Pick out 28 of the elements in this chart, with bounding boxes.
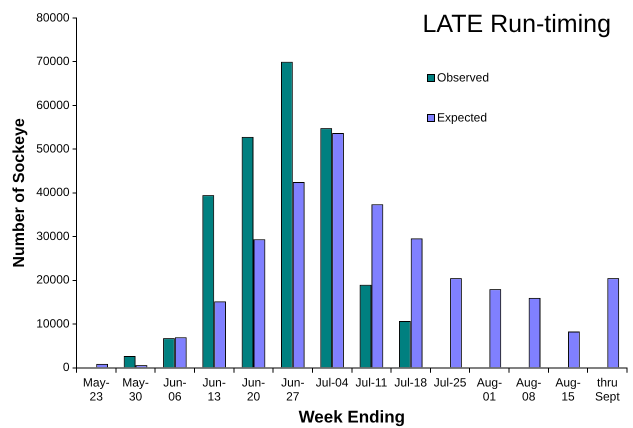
y-tick-label: 60000 — [36, 98, 70, 112]
chart-title: LATE Run-timing — [422, 10, 611, 39]
x-tick-label: Jul-11 — [356, 375, 388, 390]
y-tick-label: 0 — [62, 360, 70, 374]
y-tick-label: 80000 — [36, 10, 70, 24]
y-tick-label: 10000 — [36, 316, 70, 330]
x-tick-label: Jun-27 — [281, 375, 304, 404]
y-tick-label: 50000 — [36, 141, 70, 156]
y-tick-label: 70000 — [36, 54, 70, 68]
x-tick-label: May-23 — [82, 375, 110, 404]
x-tick-label: Jun-20 — [242, 375, 266, 404]
x-tick-label: Aug-08 — [516, 375, 542, 404]
x-tick-label: Jul-18 — [394, 375, 428, 390]
x-tick-label: May-30 — [122, 375, 149, 404]
y-tick-label: 20000 — [36, 272, 70, 287]
legend-label: Expected — [437, 110, 488, 124]
y-axis-title: Number of Sockeye — [11, 118, 28, 268]
x-axis-title: Week Ending — [298, 407, 406, 426]
y-tick-label: 40000 — [36, 185, 70, 200]
legend-label: Observed — [437, 70, 490, 84]
x-tick-label: thru Sept — [595, 375, 620, 404]
x-tick-label: Jul-04 — [316, 375, 349, 390]
x-tick-label: Aug-01 — [476, 375, 502, 404]
x-tick-label: Aug-15 — [555, 375, 581, 404]
x-tick-label: Jul-25 — [434, 375, 467, 390]
y-tick-label: 30000 — [36, 228, 70, 243]
x-tick-label: Jun-06 — [163, 375, 187, 404]
x-tick-label: Jun-13 — [202, 375, 226, 404]
